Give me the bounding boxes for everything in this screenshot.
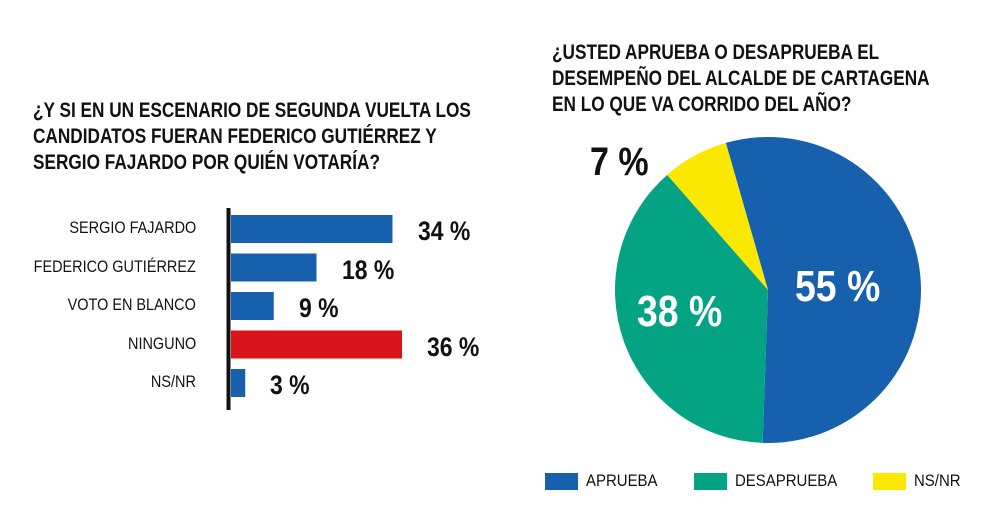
pie-chart-title: ¿USTED APRUEBA O DESAPRUEBA EL DESEMPEÑO… [552, 40, 930, 118]
legend-swatch [694, 472, 727, 490]
pie-value-label: 38 % [637, 287, 723, 336]
pie-value-label: 55 % [795, 262, 881, 311]
bar-category-label: VOTO EN BLANCO [67, 295, 196, 314]
legend-item-desaprueba: DESAPRUEBA [694, 471, 851, 491]
bar-chart-title: ¿Y SI EN UN ESCENARIO DE SEGUNDA VUELTA … [33, 98, 471, 176]
legend-item-aprueba: APRUEBA [545, 471, 667, 491]
pie-slice-aprueba [725, 137, 922, 443]
bar-0 [231, 215, 393, 243]
bar-value-label: 9 % [298, 293, 339, 323]
bar-1 [231, 253, 317, 282]
pie-title-line: EN LO QUE VA CORRIDO DEL AÑO? [552, 93, 852, 116]
bar-title-line: ¿Y SI EN UN ESCENARIO DE SEGUNDA VUELTA … [33, 99, 471, 122]
bar-value-label: 36 % [427, 331, 480, 362]
legend-swatch [545, 472, 578, 490]
bar-category-label: SERGIO FAJARDO [69, 218, 196, 237]
legend-swatch [873, 472, 906, 490]
bar-title-line: CANDIDATOS FUERAN FEDERICO GUTIÉRREZ Y [33, 125, 437, 148]
bar-category-label: NS/NR [151, 372, 196, 391]
legend-label: NS/NR [914, 471, 961, 490]
bar-3 [231, 330, 402, 359]
pie-title-line: ¿USTED APRUEBA O DESAPRUEBA EL [552, 41, 880, 64]
bar-value-label: 18 % [341, 254, 394, 285]
bar-2 [231, 292, 274, 320]
legend-item-nsnr: NS/NR [873, 471, 967, 491]
bar-4 [231, 369, 246, 397]
legend-label: DESAPRUEBA [735, 471, 838, 490]
pie-title-line: DESEMPEÑO DEL ALCALDE DE CARTAGENA [552, 67, 930, 90]
legend-label: APRUEBA [586, 471, 658, 490]
bar-title-line: SERGIO FAJARDO POR QUIÉN VOTARÍA? [33, 151, 380, 174]
pie-value-label: 7 % [590, 140, 649, 184]
bar-category-label: FEDERICO GUTIÉRREZ [33, 256, 196, 276]
pie-slice-nsnr [667, 142, 768, 290]
bar-value-label: 3 % [270, 370, 310, 400]
pie-slice-desaprueba [614, 174, 768, 443]
bar-value-label: 34 % [417, 216, 470, 246]
bar-category-label: NINGUNO [127, 333, 196, 353]
